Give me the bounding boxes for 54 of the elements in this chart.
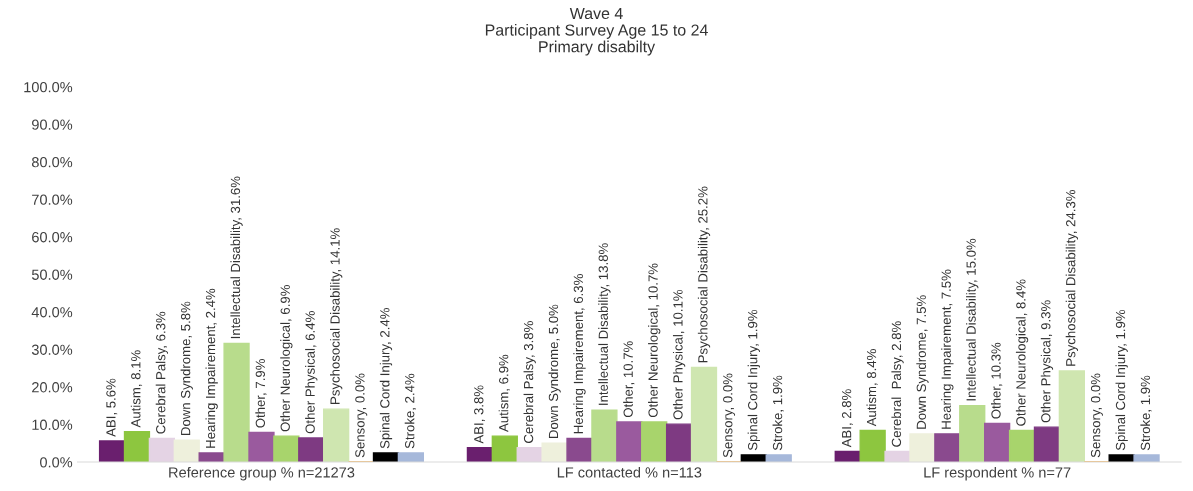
data-label: Spinal Cord Injury, 2.4%	[379, 308, 393, 449]
y-tick-label: 80.0%	[31, 157, 73, 168]
data-label: Sensory, 0.0%	[723, 373, 736, 458]
data-label: Hearing Impairement, 2.4%	[205, 288, 218, 448]
y-tick-label: 40.0%	[31, 307, 73, 318]
data-label: Psychosocial Disability, 24.3%	[1065, 189, 1078, 366]
data-label: Stroke, 1.9%	[1140, 375, 1152, 451]
data-label: Cerebral Palsy, 6.3%	[155, 311, 169, 434]
data-label: Autism, 8.1%	[130, 350, 143, 428]
data-label: Sensory, 0.0%	[355, 373, 368, 458]
data-label: Autism, 8.4%	[866, 349, 878, 427]
data-label: Psychosocial Disability, 25.2%	[697, 186, 711, 363]
data-label: Intellectual Disability, 15.0%	[966, 238, 979, 401]
data-label: Down Syndrome, 5.8%	[180, 301, 193, 436]
data-label: Down Syndrome, 7.5%	[916, 295, 929, 429]
data-label: Stroke, 2.4%	[404, 373, 416, 449]
data-label: Psychosocial Disability, 14.1%	[330, 228, 343, 404]
data-label: Other Physical, 6.4%	[305, 311, 318, 434]
data-label: Cerebral Palsy, 2.8%	[891, 321, 904, 447]
data-label: ABI, 5.6%	[106, 378, 118, 437]
data-label: Intellectual Disability, 31.6%	[230, 176, 243, 339]
y-tick-label: 0.0%	[40, 457, 73, 468]
data-label: Down Syndrome, 5.0%	[548, 304, 561, 439]
data-label: Other Neurological, 8.4%	[1015, 279, 1029, 426]
y-tick-label: 20.0%	[32, 382, 73, 393]
data-label: Other, 10.7%	[623, 341, 635, 418]
data-label: Other Physical, 9.3%	[1040, 300, 1054, 423]
x-tick-label: LF contacted % n=113	[557, 466, 702, 478]
data-label: Autism, 6.9%	[498, 354, 510, 432]
y-tick-label: 50.0%	[31, 269, 73, 280]
y-tick-label: 100.0%	[24, 82, 73, 93]
data-label: Hearing Impairement, 7.5%	[941, 269, 954, 429]
data-label: Cerebral Palsy, 3.8%	[523, 321, 536, 443]
chart-title: Wave 4 Participant Survey Age 15 to 24 Primary disabilty	[485, 7, 708, 56]
data-label: Stroke, 1.9%	[772, 375, 784, 451]
y-tick-label: 30.0%	[31, 344, 73, 355]
data-label: Other Neurological, 10.7%	[648, 263, 661, 418]
data-label: Other, 7.9%	[255, 359, 267, 428]
data-label: Other Neurological, 6.9%	[280, 285, 293, 432]
data-label: Sensory, 0.0%	[1090, 373, 1103, 458]
data-label: Other, 10.3%	[991, 342, 1003, 419]
data-label: ABI, 3.8%	[474, 385, 486, 444]
x-tick-label: LF respondent % n=77	[924, 466, 1071, 481]
data-label: Spinal Cord Injury, 1.9%	[747, 309, 760, 451]
y-tick-label: 60.0%	[32, 232, 73, 243]
data-label: ABI, 2.8%	[841, 389, 853, 448]
x-tick-label: Reference group % n=21273	[169, 466, 355, 481]
data-label: Spinal Cord Injury, 1.9%	[1115, 309, 1128, 451]
y-tick-label: 90.0%	[32, 119, 73, 130]
data-label: Other Physical, 10.1%	[672, 289, 686, 420]
y-tick-label: 10.0%	[32, 419, 73, 430]
data-label: Hearing Impairement, 6.3%	[573, 274, 586, 434]
y-tick-label: 70.0%	[32, 194, 73, 205]
data-label: Intellectual Disability, 13.8%	[598, 243, 611, 405]
